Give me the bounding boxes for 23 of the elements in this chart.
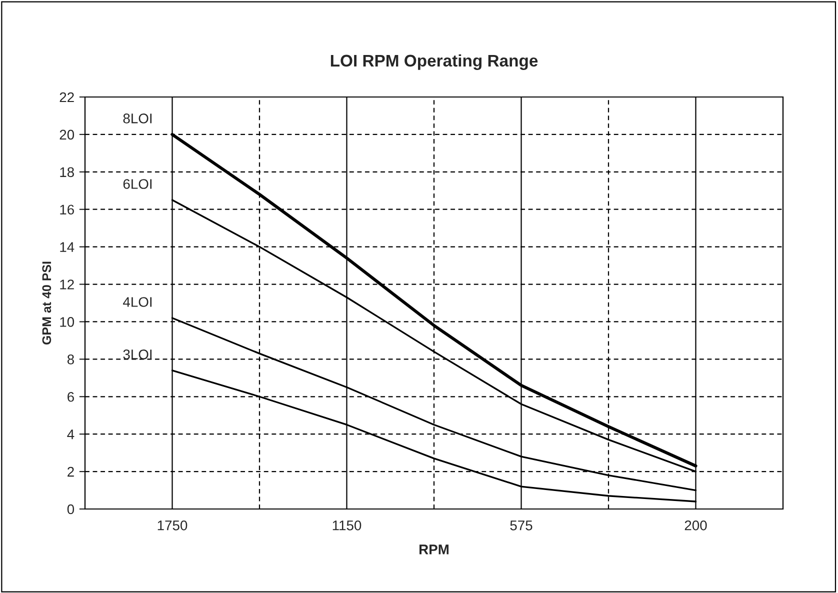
- y-tick-label: 18: [60, 167, 74, 178]
- x-tick-label: 1150: [332, 520, 362, 530]
- y-axis-title: GPM at 40 PSI: [42, 262, 52, 345]
- chart-title: LOI RPM Operating Range: [330, 54, 538, 70]
- y-tick-label: 14: [60, 242, 74, 252]
- x-axis-title: RPM: [419, 544, 448, 554]
- x-tick-label: 1750: [158, 520, 188, 530]
- y-tick-label: 4: [67, 430, 74, 440]
- series-label: 8LOI: [123, 114, 152, 124]
- y-tick-label: 8: [67, 354, 74, 364]
- x-tick-label: 200: [684, 520, 707, 530]
- series-label: 4LOI: [123, 297, 152, 307]
- y-tick-label: 20: [60, 130, 74, 140]
- y-tick-label: 0: [67, 504, 74, 514]
- x-tick-label: 575: [510, 520, 532, 530]
- y-tick-label: 10: [60, 317, 74, 327]
- y-tick-label: 6: [68, 392, 74, 402]
- y-tick-label: 2: [68, 466, 74, 477]
- y-tick-label: 16: [60, 204, 74, 215]
- series-label: 3LOI: [123, 350, 152, 360]
- y-tick-label: 12: [60, 280, 74, 290]
- y-tick-label: 22: [60, 92, 74, 102]
- series-label: 6LOI: [123, 179, 152, 189]
